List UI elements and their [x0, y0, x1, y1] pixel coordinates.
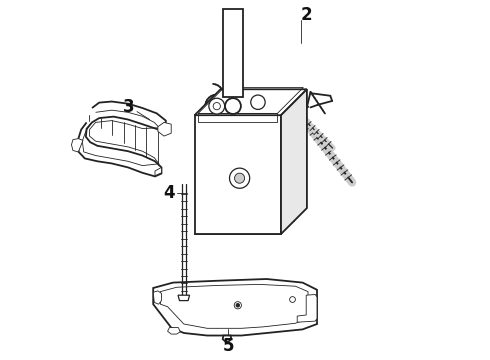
- Text: 4: 4: [163, 184, 174, 202]
- Polygon shape: [158, 122, 171, 136]
- Circle shape: [209, 98, 225, 114]
- Polygon shape: [160, 284, 308, 328]
- Circle shape: [225, 98, 241, 114]
- Circle shape: [235, 173, 245, 183]
- Polygon shape: [155, 167, 162, 176]
- Polygon shape: [281, 89, 307, 234]
- Polygon shape: [195, 89, 307, 115]
- Circle shape: [290, 297, 295, 302]
- Polygon shape: [222, 336, 231, 342]
- Polygon shape: [178, 295, 190, 301]
- Text: 1: 1: [201, 137, 213, 155]
- Text: 3: 3: [123, 98, 135, 116]
- Polygon shape: [297, 294, 317, 322]
- Text: 2: 2: [301, 6, 313, 24]
- Circle shape: [234, 302, 242, 309]
- Polygon shape: [168, 328, 180, 334]
- Polygon shape: [195, 115, 281, 234]
- Polygon shape: [72, 139, 83, 152]
- Text: 5: 5: [222, 337, 234, 355]
- Polygon shape: [153, 291, 162, 304]
- Polygon shape: [223, 9, 243, 97]
- Polygon shape: [153, 279, 317, 336]
- Circle shape: [229, 168, 250, 188]
- Circle shape: [213, 103, 220, 110]
- Circle shape: [236, 303, 240, 307]
- Circle shape: [251, 95, 265, 109]
